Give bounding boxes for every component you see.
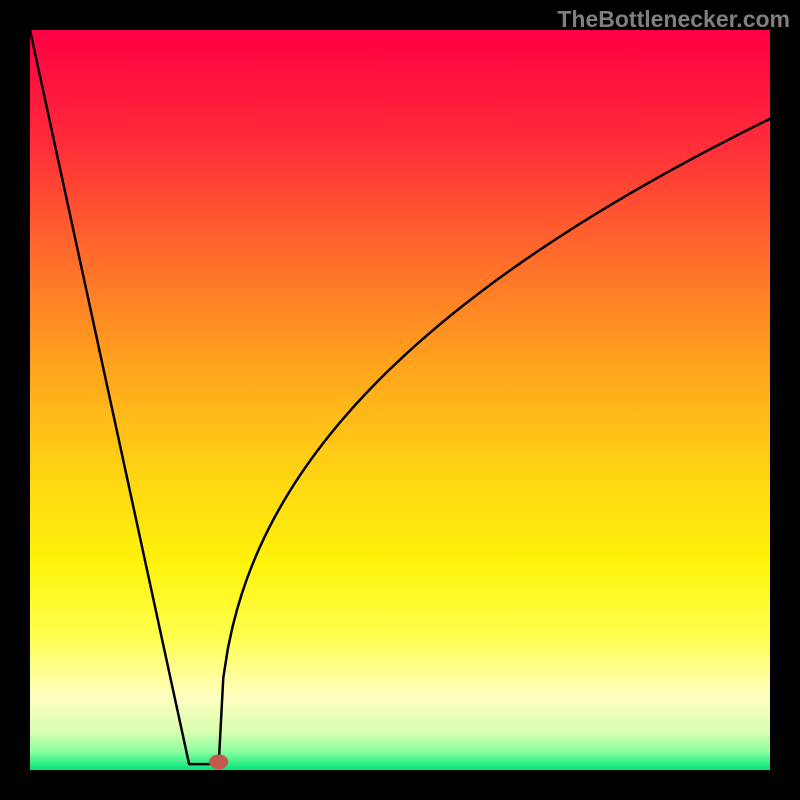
optimal-point-marker <box>209 754 228 769</box>
chart-plot-area <box>30 30 770 770</box>
watermark-label: TheBottlenecker.com <box>557 6 790 33</box>
chart-background <box>30 30 770 770</box>
chart-outer-frame: TheBottlenecker.com <box>0 0 800 800</box>
chart-svg <box>30 30 770 770</box>
